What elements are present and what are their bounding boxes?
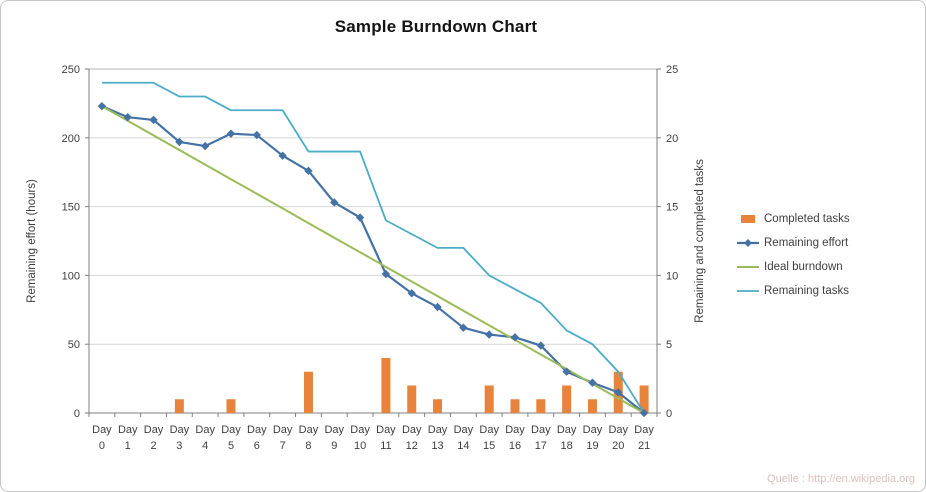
svg-text:Day: Day	[608, 424, 628, 436]
svg-text:8: 8	[305, 440, 311, 452]
svg-text:7: 7	[280, 440, 286, 452]
svg-text:Day: Day	[221, 424, 241, 436]
svg-text:11: 11	[380, 440, 391, 452]
svg-text:Day: Day	[273, 424, 293, 436]
svg-text:Day: Day	[195, 424, 215, 436]
legend-label-ideal-burndown: Ideal burndown	[764, 261, 843, 273]
svg-text:18: 18	[561, 440, 573, 452]
right-axis-title: Remaining and completed tasks	[694, 159, 706, 323]
svg-text:20: 20	[612, 440, 624, 452]
legend-item-remaining-effort: Remaining effort	[737, 237, 850, 249]
series-ideal-burndown	[101, 105, 645, 414]
svg-text:Day: Day	[92, 424, 112, 436]
svg-text:14: 14	[457, 440, 469, 452]
svg-text:9: 9	[331, 440, 337, 452]
series-remaining-tasks	[101, 81, 645, 414]
svg-text:13: 13	[431, 440, 443, 452]
svg-text:Day: Day	[324, 424, 344, 436]
legend-swatch-ideal-burndown	[737, 266, 759, 268]
left-axis-title: Remaining effort (hours)	[26, 179, 38, 303]
series-completed-tasks	[174, 357, 649, 413]
svg-text:50: 50	[68, 339, 80, 351]
legend-item-completed-tasks: Completed tasks	[737, 213, 850, 225]
svg-text:21: 21	[638, 440, 650, 452]
series-remaining-effort	[101, 105, 645, 414]
svg-text:Day: Day	[376, 424, 396, 436]
svg-text:Day: Day	[557, 424, 577, 436]
legend-item-remaining-tasks: Remaining tasks	[737, 285, 850, 297]
svg-text:10: 10	[666, 270, 678, 282]
svg-text:Day: Day	[118, 424, 138, 436]
svg-text:25: 25	[666, 64, 678, 76]
svg-text:Day: Day	[583, 424, 603, 436]
legend-item-ideal-burndown: Ideal burndown	[737, 261, 850, 273]
svg-text:200: 200	[62, 133, 80, 145]
legend-label-remaining-effort: Remaining effort	[764, 237, 849, 249]
svg-text:150: 150	[62, 202, 80, 214]
svg-text:Day: Day	[170, 424, 190, 436]
svg-text:Day: Day	[531, 424, 551, 436]
svg-text:Day: Day	[634, 424, 654, 436]
svg-text:Day: Day	[454, 424, 474, 436]
svg-text:Day: Day	[505, 424, 525, 436]
svg-text:0: 0	[99, 440, 105, 452]
source-note: Quelle : http://en.wikipedia.org	[767, 473, 915, 485]
svg-text:100: 100	[62, 270, 80, 282]
legend-label-completed-tasks: Completed tasks	[764, 213, 850, 225]
svg-text:15: 15	[483, 440, 495, 452]
axis-tick-labels: 0 50 100 150 200 250 0 5 10 15 20 25 Day 0 Day 1 Day 2 Day…	[62, 64, 679, 452]
svg-text:5: 5	[666, 339, 672, 351]
svg-text:20: 20	[666, 133, 678, 145]
svg-text:3: 3	[176, 440, 182, 452]
legend-label-remaining-tasks: Remaining tasks	[764, 285, 850, 297]
svg-text:5: 5	[228, 440, 234, 452]
svg-text:Day: Day	[350, 424, 370, 436]
legend-swatch-remaining-effort	[737, 239, 759, 247]
svg-text:17: 17	[535, 440, 547, 452]
svg-text:Day: Day	[428, 424, 448, 436]
legend-swatch-remaining-tasks	[737, 290, 759, 292]
svg-text:6: 6	[254, 440, 260, 452]
legend: Completed tasks Remaining effort Ideal bur…	[737, 213, 850, 297]
svg-text:2: 2	[150, 440, 156, 452]
svg-text:0: 0	[666, 408, 672, 420]
svg-text:19: 19	[586, 440, 598, 452]
svg-text:0: 0	[74, 408, 80, 420]
legend-swatch-completed-tasks	[741, 215, 755, 223]
svg-text:10: 10	[354, 440, 366, 452]
svg-text:16: 16	[509, 440, 521, 452]
svg-text:1: 1	[125, 440, 131, 452]
plot-border	[88, 68, 658, 414]
svg-text:12: 12	[406, 440, 418, 452]
svg-text:Day: Day	[144, 424, 164, 436]
svg-text:250: 250	[62, 64, 80, 76]
chart-title: Sample Burndown Chart	[334, 17, 538, 36]
svg-text:4: 4	[202, 440, 208, 452]
svg-text:15: 15	[666, 202, 678, 214]
svg-text:Day: Day	[479, 424, 499, 436]
svg-text:Day: Day	[247, 424, 267, 436]
gridlines	[89, 68, 657, 345]
markers-remaining-effort	[97, 101, 649, 418]
svg-text:Day: Day	[402, 424, 422, 436]
svg-text:Day: Day	[299, 424, 319, 436]
